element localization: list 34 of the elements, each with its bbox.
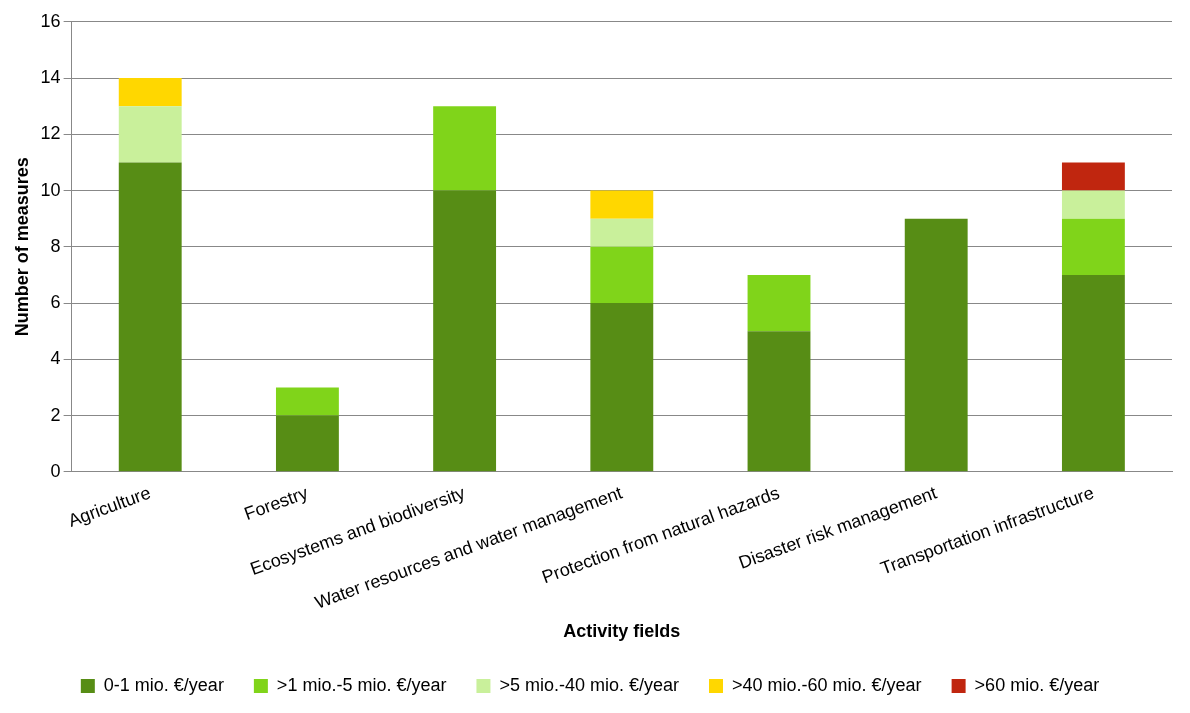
bar	[747, 331, 811, 472]
y-tick-label: 0	[50, 460, 61, 481]
bar	[1061, 162, 1125, 191]
x-axis-title: Activity fields	[563, 621, 681, 642]
y-tick-label: 14	[40, 67, 61, 88]
bar	[118, 106, 182, 163]
y-axis-title: Number of measures	[11, 157, 32, 337]
y-tick-label: 12	[40, 123, 61, 144]
y-tick-label: 10	[40, 179, 61, 200]
y-tick-label: 8	[50, 235, 61, 256]
bar	[904, 218, 968, 472]
bar	[433, 190, 497, 472]
bar	[118, 78, 182, 107]
y-tick-label: 16	[40, 10, 61, 31]
bar	[590, 303, 654, 472]
bar	[590, 190, 654, 219]
bar	[590, 246, 654, 304]
bar	[1061, 190, 1125, 219]
bar	[433, 106, 497, 191]
legend-label: >1 mio.-5 mio. €/year	[276, 674, 447, 695]
legend-label: 0-1 mio. €/year	[103, 674, 224, 695]
bar	[118, 162, 182, 472]
y-tick-label: 2	[50, 404, 61, 425]
y-tick-label: 6	[50, 292, 61, 313]
bar	[275, 387, 339, 416]
bar	[1061, 274, 1125, 472]
bar	[590, 218, 654, 247]
legend-label: >60 mio. €/year	[974, 674, 1100, 695]
y-tick-label: 4	[50, 348, 61, 369]
bar	[747, 274, 811, 332]
bar	[275, 415, 339, 472]
legend-label: >5 mio.-40 mio. €/year	[499, 674, 680, 695]
legend-label: >40 mio.-60 mio. €/year	[732, 674, 922, 695]
bar	[1061, 218, 1125, 275]
